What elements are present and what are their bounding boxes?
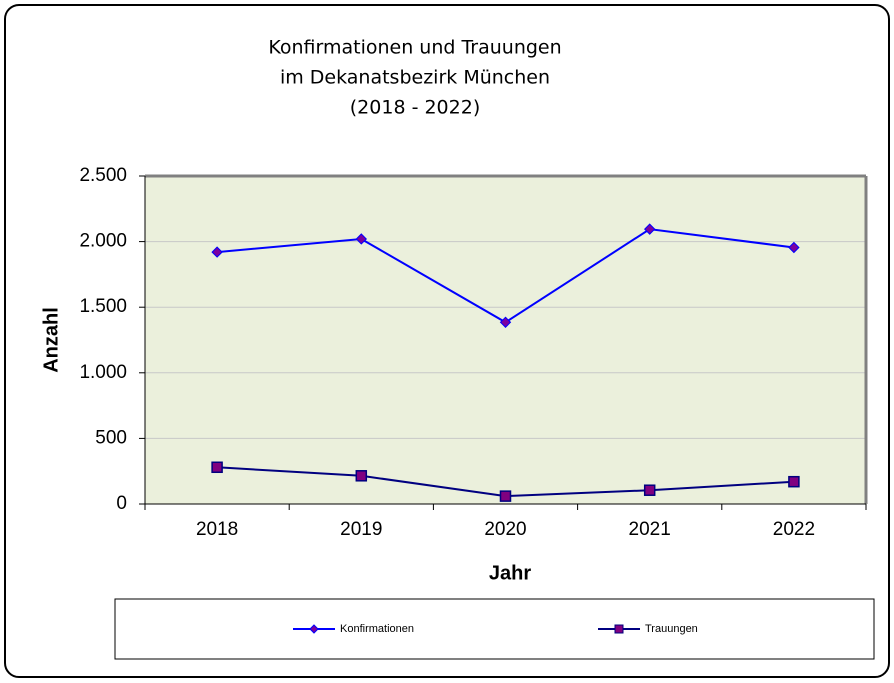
y-tick-label: 2.000 [79, 231, 127, 252]
chart-title: Konfirmationen und Trauungen [268, 37, 561, 59]
y-tick-label: 500 [95, 427, 127, 448]
marker [211, 246, 223, 258]
marker [499, 490, 512, 502]
marker [788, 475, 800, 488]
marker [643, 484, 656, 496]
marker [355, 233, 368, 245]
marker [643, 223, 656, 235]
marker [499, 316, 512, 328]
y-tick-label: 2.500 [79, 165, 127, 186]
y-axis-title: Anzahl [40, 307, 62, 373]
x-tick-label: 2021 [629, 519, 671, 540]
y-tick-label: 1.500 [79, 296, 127, 317]
x-tick-label: 2022 [773, 519, 815, 540]
marker [788, 241, 800, 254]
y-tick-label: 0 [116, 493, 127, 514]
legend-label: Trauungen [645, 623, 698, 635]
chart-title: (2018 - 2022) [350, 97, 480, 119]
legend-label: Konfirmationen [340, 623, 414, 635]
x-tick-label: 2018 [196, 519, 238, 540]
marker [211, 461, 223, 474]
x-tick-label: 2020 [484, 519, 526, 540]
legend-marker [309, 624, 319, 634]
x-tick-label: 2019 [340, 519, 382, 540]
y-tick-label: 1.000 [79, 362, 127, 383]
x-axis-title: Jahr [489, 562, 531, 584]
plot-area [145, 176, 866, 504]
legend-box [114, 598, 875, 660]
chart-title: im Dekanatsbezirk München [280, 67, 550, 89]
legend-marker [614, 624, 624, 634]
marker [355, 470, 368, 482]
